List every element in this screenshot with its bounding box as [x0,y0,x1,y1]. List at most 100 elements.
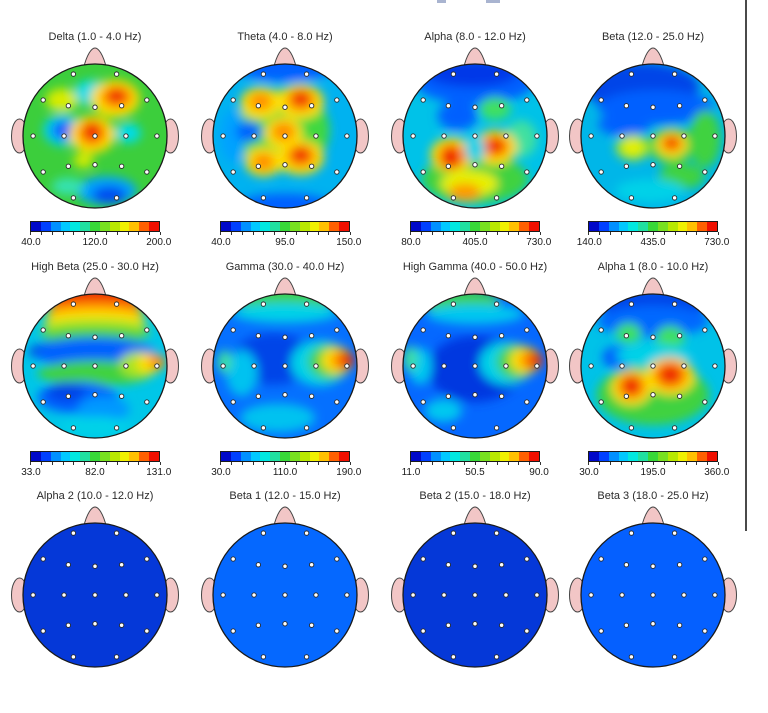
colorbar-segment [50,451,61,461]
colorbar: 11.0 50.5 90.0 [402,450,549,479]
colorbar-segment [420,222,431,231]
colorbar-tick [149,461,151,465]
colorbar-labels: 80.0 405.0 730.0 [401,237,551,249]
electrode-dot [650,391,656,397]
scalp-color-field [213,293,357,438]
colorbar-labels: 11.0 50.5 90.0 [402,467,549,479]
colorbar-segment [707,451,717,461]
electrode-dot [40,97,46,103]
colorbar-segment [109,451,120,461]
electrode-dot [472,563,478,569]
colorbar-min-label: 40.0 [21,237,41,248]
colorbar-segment [638,451,649,461]
colorbar-max-label: 131.0 [146,466,172,478]
colorbar-segment [80,451,91,461]
colorbar-tick [127,461,129,465]
head-outline [580,63,726,209]
colorbar-segment [270,222,281,231]
topomap-head [391,506,559,668]
electrode-dot [65,163,72,169]
colorbar-tick [464,232,466,235]
electrode-dot [420,169,426,175]
electrode-dot [650,621,656,627]
electrode-dot [441,133,447,139]
electrode-dot [619,592,625,598]
electrode-dot [70,654,77,660]
colorbar-tick [328,232,330,235]
topomap-head [569,47,737,209]
colorbar-tick [274,232,276,235]
colorbar-segment [450,451,461,461]
colorbar-labels: 140.0 435.0 730.0 [577,237,730,249]
colorbar-tick [230,461,232,465]
colorbar-segment [149,222,159,231]
colorbar-segment [240,222,251,231]
colorbar-segment [470,222,480,231]
head-outline [580,292,726,439]
colorbar-tick [420,461,422,465]
colorbar-segment [329,222,340,231]
electrode-dot [628,654,635,660]
colorbar-tick [518,461,520,465]
electrode-dot [702,326,708,333]
electrode-dot [628,300,635,307]
electrode-dot [308,103,315,109]
electrode-dot [308,562,315,568]
colorbar-labels: 33.0 82.0 131.0 [21,467,171,479]
electrode-dots [30,71,160,201]
colorbar-segment [109,222,120,231]
electrode-dot [598,398,604,405]
colorbar-tick [127,232,129,235]
electrode-dot [712,592,718,598]
electrode-dot [282,391,288,397]
scalp-color-field [213,64,357,208]
electrode-dot [420,556,426,562]
electrode-dot [260,424,267,431]
colorbar-segment [40,451,51,461]
electrode-dot [30,133,36,139]
scalp-color-field [23,64,167,208]
electrode-dot [334,556,340,562]
electrode-dot [650,104,656,110]
colorbar-tick [350,232,351,235]
electrode-dot [123,592,129,598]
colorbar-segment [299,222,310,231]
colorbar-segment [339,222,349,231]
electrode-dot [40,326,46,333]
topomap-head [201,276,369,439]
colorbar-segment [648,222,658,231]
colorbar-tick [241,232,243,235]
topomap-head [569,276,737,439]
colorbar-max-label: 190.0 [336,466,362,478]
head-outline [402,292,548,439]
electrode-dot [445,103,452,109]
electrode-dot [65,562,72,568]
colorbar-tick [40,461,42,465]
panel-title: Theta (4.0 - 8.0 Hz) [237,31,333,43]
colorbar-segment [648,451,658,461]
electrode-dot [650,362,656,369]
colorbar-mid-label: 405.0 [462,237,488,248]
colorbar-segment [420,451,431,461]
electrode-dot [40,628,46,634]
electrode-dot [230,628,236,634]
colorbar-tick [453,232,455,235]
electrode-dot [313,592,319,598]
electrode-dot [70,530,77,536]
colorbar-segment [411,451,421,461]
electrode-dot [118,103,125,109]
window-border-line [745,0,747,531]
colorbar-tick [138,461,140,465]
colorbar-segment [628,451,639,461]
electrode-dot [65,332,72,338]
head-outline [22,63,168,209]
scalp-color-field [23,293,167,438]
panel-title: Beta 3 (18.0 - 25.0 Hz) [597,490,709,502]
electrode-dot [598,326,604,333]
electrode-dot [671,424,678,431]
electrode-dot [344,592,350,598]
colorbar: 33.0 82.0 131.0 [21,450,171,479]
colorbar-segment [70,222,81,231]
electrode-dot [65,103,72,109]
colorbar-segment [460,451,471,461]
